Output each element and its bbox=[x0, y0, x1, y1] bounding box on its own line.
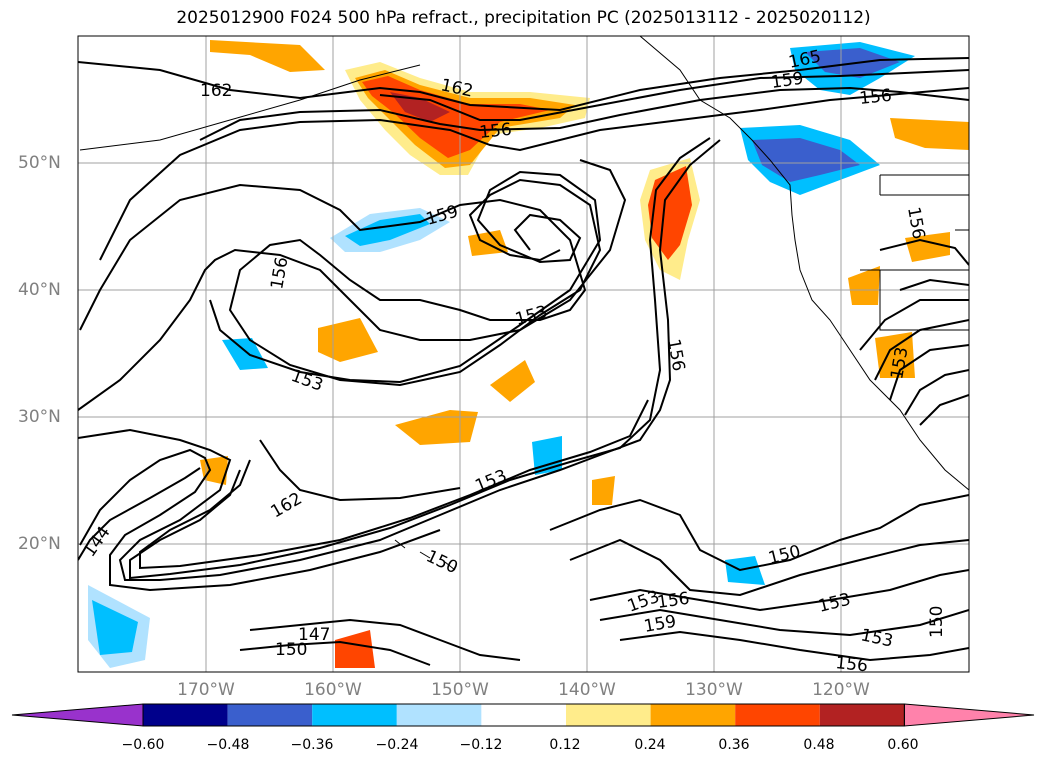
lat-label: 50°N bbox=[18, 153, 61, 173]
colorbar-tick-label: 0.12 bbox=[549, 737, 581, 753]
shade-pos-top bbox=[210, 40, 325, 72]
lat-label: 40°N bbox=[18, 280, 61, 300]
colorbar-extend-low bbox=[11, 703, 144, 727]
shade-neg-b3 bbox=[725, 556, 765, 585]
colorbar-outline bbox=[142, 703, 905, 727]
colorbar-box bbox=[819, 704, 905, 726]
map-title: 2025012900 F024 500 hPa refract., precip… bbox=[176, 8, 871, 28]
shade-neg-b1 bbox=[222, 338, 268, 370]
colorbar-tick-label: 0.60 bbox=[887, 737, 919, 753]
colorbar-box bbox=[481, 704, 566, 726]
shade-pos-b3 bbox=[490, 360, 535, 402]
lat-label: 20°N bbox=[18, 534, 61, 554]
lon-label: 140°W bbox=[558, 680, 616, 700]
plot-frame bbox=[77, 35, 970, 673]
shade-neg-b4-core bbox=[92, 600, 138, 655]
shade-pos-coast-core bbox=[648, 166, 692, 260]
lon-label: 130°W bbox=[685, 680, 743, 700]
plot-area: 165 162 162 159 156 156 159 156 153 153 … bbox=[78, 36, 969, 676]
border-states bbox=[860, 175, 969, 331]
contour-label: 159 bbox=[770, 69, 805, 93]
colorbar bbox=[11, 703, 1035, 727]
lon-label: 150°W bbox=[431, 680, 489, 700]
shade-pos-bc bbox=[890, 118, 969, 150]
height-contours bbox=[78, 57, 969, 666]
contour-label: 156 bbox=[478, 120, 512, 143]
shade-pos-b8 bbox=[335, 630, 375, 668]
colorbar-tick-label: −0.36 bbox=[290, 737, 334, 753]
shade-pos-gulf-max bbox=[390, 92, 450, 122]
graticule bbox=[78, 36, 969, 672]
colorbar-box bbox=[735, 704, 820, 726]
contour-label: 156 bbox=[858, 86, 892, 109]
colorbar-tick-label: −0.24 bbox=[375, 737, 419, 753]
coast-aleutians bbox=[79, 64, 421, 151]
colorbar-tick-label: 0.48 bbox=[803, 737, 835, 753]
colorbar-extend-high bbox=[903, 703, 1035, 727]
lon-label: 120°W bbox=[812, 680, 870, 700]
lat-label: 30°N bbox=[18, 407, 61, 427]
colorbar-tick-label: 0.36 bbox=[718, 737, 750, 753]
shade-pos-b5 bbox=[848, 266, 880, 305]
contour-label: 162 bbox=[200, 81, 232, 101]
contour-label: 156 bbox=[656, 589, 691, 613]
colorbar-box bbox=[312, 704, 397, 726]
shade-neg-mid-core bbox=[345, 214, 430, 246]
colorbar-tick-label: 0.24 bbox=[634, 737, 666, 753]
shade-pos-b7 bbox=[592, 476, 615, 505]
colorbar-box bbox=[650, 704, 736, 726]
lon-label: 160°W bbox=[304, 680, 362, 700]
contour-label: 150 bbox=[275, 640, 307, 660]
colorbar-box bbox=[566, 704, 651, 726]
shade-pos-b6 bbox=[905, 232, 950, 262]
shade-pos-b2 bbox=[395, 410, 478, 445]
colorbar-box bbox=[227, 704, 313, 726]
colorbar-box bbox=[143, 704, 228, 726]
lon-label: 170°W bbox=[177, 680, 235, 700]
contour-label: 147 bbox=[298, 625, 330, 645]
colorbar-tick-label: −0.60 bbox=[121, 737, 165, 753]
colorbar-tick-label: −0.48 bbox=[206, 737, 250, 753]
contour-label: 150 bbox=[927, 606, 947, 638]
shade-neg-b2 bbox=[532, 436, 562, 475]
colorbar-box bbox=[396, 704, 482, 726]
colorbar-tick-label: −0.12 bbox=[459, 737, 503, 753]
contour-label: 156 bbox=[834, 653, 868, 676]
